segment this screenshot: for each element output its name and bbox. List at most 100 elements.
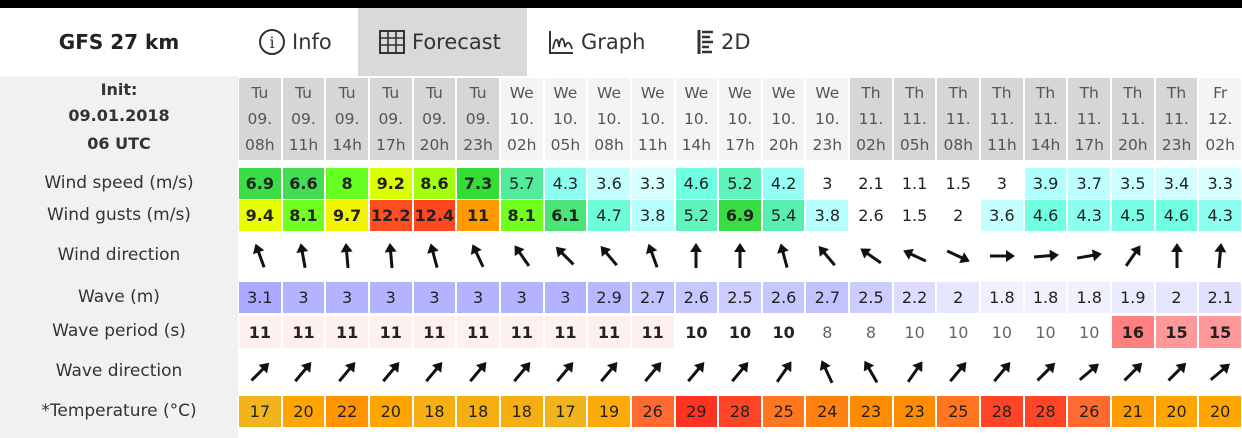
header-days: We bbox=[640, 84, 665, 102]
value-cell: 10 bbox=[981, 316, 1023, 348]
value-cell: 11 bbox=[326, 316, 368, 348]
value-cell: 4.3 bbox=[1199, 200, 1241, 231]
time-header bbox=[719, 78, 761, 160]
arrow bbox=[687, 362, 705, 383]
header-days: We bbox=[815, 84, 840, 102]
value-cell: 6.6 bbox=[282, 168, 325, 199]
value-cell: 9.2 bbox=[369, 168, 412, 199]
arrow bbox=[1166, 362, 1186, 382]
value-cell: 20 bbox=[282, 396, 325, 427]
graph-icon bbox=[549, 31, 573, 54]
label-column bbox=[0, 76, 238, 438]
value-cell: 17 bbox=[544, 396, 587, 427]
arrow bbox=[512, 362, 531, 383]
header-dates: 10. bbox=[553, 110, 578, 128]
header-dates: 10. bbox=[727, 110, 753, 128]
arrow bbox=[731, 362, 749, 383]
direction-arrow bbox=[427, 243, 440, 268]
value-cell: 3.7 bbox=[1068, 168, 1111, 199]
value-cell: 25 bbox=[762, 396, 805, 427]
time-header bbox=[369, 78, 412, 160]
direction-arrow bbox=[556, 362, 574, 383]
time-header bbox=[588, 78, 630, 160]
arrow bbox=[1033, 249, 1059, 262]
value-cell: 11 bbox=[413, 316, 456, 348]
header-days: Tu bbox=[382, 84, 400, 102]
value-cell: 3 bbox=[500, 282, 543, 313]
value-cell: 4.6 bbox=[675, 168, 718, 199]
header-dates: 11. bbox=[1120, 110, 1146, 128]
value-cell: 4.5 bbox=[1112, 200, 1154, 231]
header-dates: 10. bbox=[814, 110, 840, 128]
value-cell: 3 bbox=[544, 282, 587, 313]
direction-arrow bbox=[906, 361, 923, 383]
value-cell: 3.8 bbox=[806, 200, 849, 231]
header-days: Th bbox=[1123, 84, 1143, 102]
header-hours: 08h bbox=[594, 136, 624, 154]
direction-arrow bbox=[1166, 362, 1186, 382]
value-cell: 3 bbox=[326, 282, 368, 313]
tab-2d[interactable]: 2D bbox=[677, 8, 787, 76]
arrow bbox=[1170, 243, 1183, 268]
header-days: Th bbox=[1166, 84, 1187, 102]
value-cell: 20 bbox=[1199, 396, 1241, 427]
direction-arrow bbox=[1124, 245, 1141, 267]
value-cell: 1.8 bbox=[1024, 282, 1067, 313]
direction-arrow bbox=[776, 243, 789, 268]
value-cell: 10 bbox=[937, 316, 980, 348]
tab-forecast[interactable]: Forecast bbox=[358, 8, 527, 76]
time-header bbox=[1112, 78, 1154, 160]
header-hours: 11h bbox=[288, 136, 319, 154]
header-days: We bbox=[597, 84, 621, 102]
value-cell: 3 bbox=[806, 168, 849, 199]
value-cell: 1.5 bbox=[893, 200, 936, 231]
arrow bbox=[296, 243, 309, 269]
arrow bbox=[949, 362, 967, 383]
time-header bbox=[1199, 78, 1241, 160]
tab-info[interactable]: i Info bbox=[238, 8, 358, 76]
header-days: Th bbox=[1079, 84, 1099, 102]
arrow bbox=[775, 361, 792, 383]
value-cell: 29 bbox=[675, 396, 718, 427]
arrow bbox=[600, 246, 618, 267]
init-time: 06 UTC bbox=[87, 134, 151, 153]
arrow bbox=[1036, 362, 1055, 382]
time-header bbox=[239, 78, 281, 160]
header-hours: 17h bbox=[376, 136, 406, 154]
arrow bbox=[946, 249, 971, 264]
direction-arrow bbox=[775, 361, 792, 383]
arrow bbox=[690, 243, 703, 268]
direction-arrow bbox=[989, 250, 1015, 262]
header-days: Th bbox=[1035, 84, 1056, 102]
header-dates: 11. bbox=[1076, 110, 1102, 128]
value-cell: 8 bbox=[326, 168, 368, 199]
header-dates: 09. bbox=[422, 110, 447, 128]
direction-arrow bbox=[1170, 243, 1183, 268]
direction-arrow bbox=[469, 362, 487, 383]
arrow bbox=[776, 243, 789, 268]
header-hours: 17h bbox=[725, 136, 755, 154]
value-cell: 3.5 bbox=[1112, 168, 1154, 199]
value-cell: 5.7 bbox=[500, 168, 543, 199]
value-cell: 24 bbox=[806, 396, 849, 427]
header-dates: 10. bbox=[596, 110, 622, 128]
direction-arrow bbox=[296, 243, 309, 269]
value-cell: 11 bbox=[457, 200, 499, 231]
header-hours: 02h bbox=[506, 136, 537, 154]
header-hours: 08h bbox=[245, 136, 275, 154]
arrow bbox=[470, 244, 485, 268]
direction-arrow bbox=[600, 362, 618, 383]
arrow bbox=[514, 245, 530, 267]
init-date: 09.01.2018 bbox=[68, 106, 170, 125]
value-cell: 1.5 bbox=[937, 168, 980, 199]
direction-arrow bbox=[731, 362, 749, 383]
arrow bbox=[643, 362, 662, 383]
value-cell: 8.6 bbox=[413, 168, 456, 199]
value-cell: 28 bbox=[719, 396, 761, 427]
value-cell: 18 bbox=[457, 396, 499, 427]
tab-graph[interactable]: Graph bbox=[527, 8, 677, 76]
value-cell: 3.3 bbox=[631, 168, 674, 199]
direction-arrow bbox=[687, 362, 705, 383]
value-cell: 2.1 bbox=[1199, 282, 1241, 313]
direction-arrow bbox=[818, 246, 837, 267]
